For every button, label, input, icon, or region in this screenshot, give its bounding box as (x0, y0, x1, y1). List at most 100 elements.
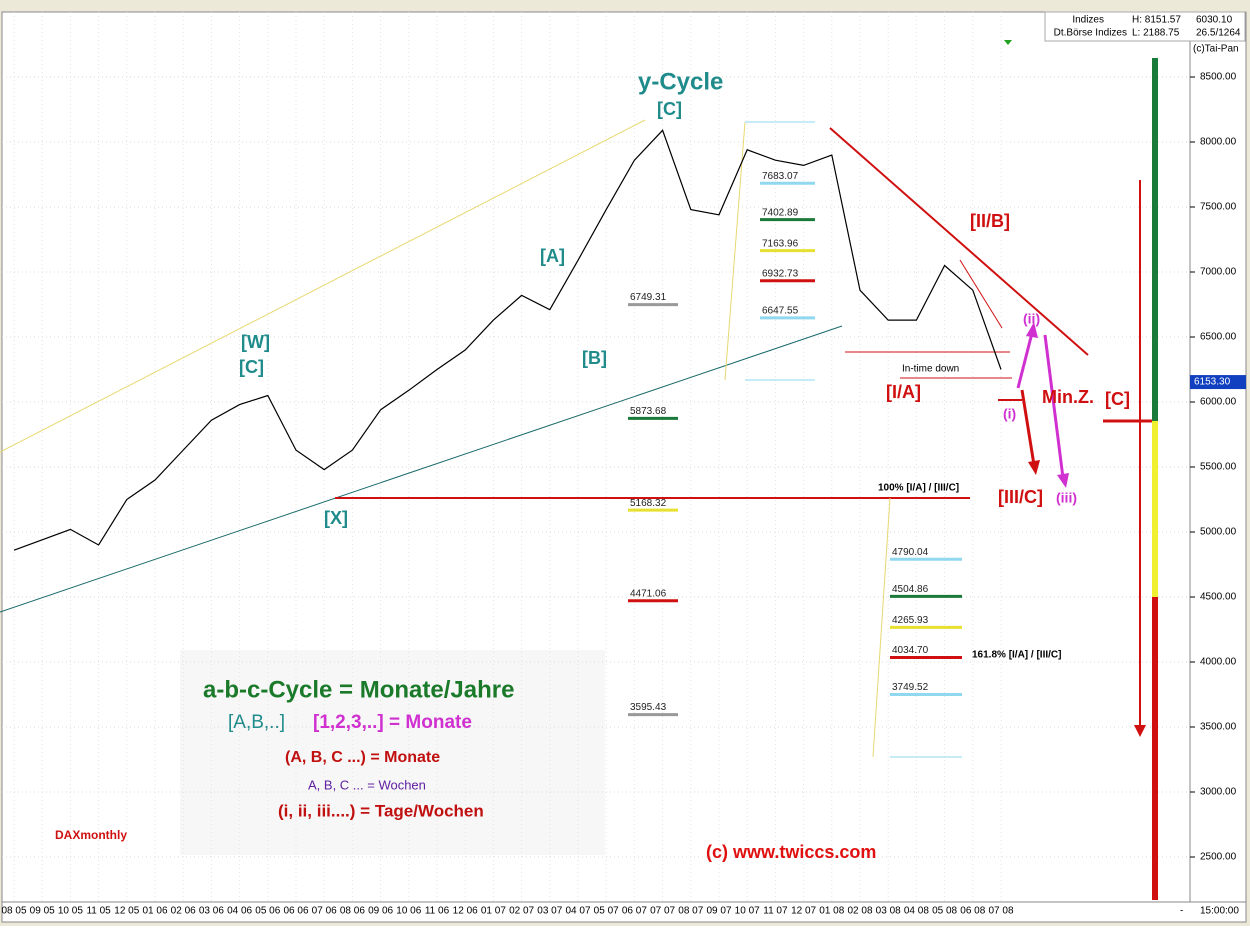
wave-label: [III/C] (998, 487, 1043, 507)
y-tick-label: 3000.00 (1200, 787, 1237, 798)
last-price-tag (1190, 375, 1246, 390)
trend-line (0, 325, 843, 613)
arrow-head (1134, 725, 1146, 737)
header-name: Indizes (1072, 15, 1104, 26)
y-tick-label: 6500.00 (1200, 332, 1237, 343)
x-tick-label: 08 05 (1, 906, 26, 917)
header-copyright: (c)Tai-Pan (1193, 44, 1239, 55)
y-tick-label: 8500.00 (1200, 72, 1237, 83)
fib-label: 6932.73 (762, 268, 799, 279)
legend-text: [1,2,3,..] = Monate (313, 712, 472, 733)
trend-line (872, 497, 891, 758)
legend-bg (180, 650, 605, 855)
x-tick-label: 04 07 (565, 906, 590, 917)
wave-label: [C] (1105, 389, 1130, 409)
header-low: L: 2188.75 (1132, 28, 1180, 39)
x-tick-label: 02 06 (171, 906, 196, 917)
annotations: y-Cycle [C] [A] [B] [W] [C] [X] [II/B] [… (55, 68, 1130, 861)
x-tick-label: 05 07 (594, 906, 619, 917)
fib-label: 5873.68 (630, 406, 667, 417)
x-axis-panel (1, 901, 1247, 923)
fib-label: 6749.31 (630, 292, 667, 303)
header-minus: - (1180, 906, 1183, 917)
y-tick-label: 5000.00 (1200, 527, 1237, 538)
x-tick-label: 06 07 (622, 906, 647, 917)
wave-label: [C] (657, 99, 682, 119)
x-tick-label: 06 06 (283, 906, 308, 917)
y-tick-label: 7000.00 (1200, 267, 1237, 278)
wave-label: [W] (241, 332, 270, 352)
fib-label: 5168.32 (630, 498, 667, 509)
y-tick-label: 8000.00 (1200, 137, 1237, 148)
wave-label: [X] (324, 508, 348, 528)
note: 161.8% [I/A] / [III/C] (972, 650, 1061, 661)
x-tick-label: 10 07 (735, 906, 760, 917)
legend-text: (i, ii, iii....) = Tage/Wochen (278, 801, 484, 820)
trend-line (0, 119, 646, 453)
fib-label: 4034.70 (892, 645, 929, 656)
wave-label: [II/B] (970, 211, 1010, 231)
fib-label: 4504.86 (892, 584, 929, 595)
x-tick-label: 04 06 (227, 906, 252, 917)
header: Indizes Dt.Börse Indizes H: 8151.57 L: 2… (1044, 11, 1246, 917)
x-tick-label: 03 08 (876, 906, 901, 917)
header-time: 15:00:00 (1200, 906, 1239, 917)
legend-text: (A, B, C ...) = Monate (285, 749, 440, 766)
x-tick-label: 01 07 (481, 906, 506, 917)
x-tick-label: 08 06 (340, 906, 365, 917)
header-info: 26.5/1264 (1196, 28, 1241, 39)
last-price-label: 6153.30 (1194, 377, 1231, 388)
trend-line (829, 127, 1089, 356)
x-tick-label: 09 07 (706, 906, 731, 917)
copyright: (c) www.twiccs.com (706, 842, 876, 862)
arrow (1020, 389, 1036, 466)
x-tick-label: 11 06 (425, 906, 450, 917)
x-tick-label: 01 08 (819, 906, 844, 917)
y-tick-label: 5500.00 (1200, 462, 1237, 473)
arrow-head (1026, 322, 1038, 338)
arrow-head (1057, 473, 1069, 488)
grid (2, 12, 1190, 902)
x-tick-label: 03 06 (199, 906, 224, 917)
trend-line (959, 259, 1003, 329)
x-tick-label: 07 07 (650, 906, 675, 917)
fib-label: 3595.43 (630, 702, 667, 713)
x-tick-label: 03 07 (537, 906, 562, 917)
header-box (1044, 11, 1246, 42)
arrow (1016, 332, 1034, 389)
wave-label: [C] (239, 357, 264, 377)
header-value: 6030.10 (1196, 15, 1233, 26)
legend-text: A, B, C ... = Wochen (308, 777, 426, 792)
legend-text: [A,B,..] (228, 712, 285, 733)
symbol-label: DAXmonthly (55, 828, 127, 842)
legend-text: a-b-c-Cycle = Monate/Jahre (203, 676, 514, 703)
x-tick-label: 12 07 (791, 906, 816, 917)
x-tick-label: 07 08 (988, 906, 1013, 917)
x-tick-label: 10 06 (396, 906, 421, 917)
price-line (13, 129, 1002, 551)
fib-label: 4790.04 (892, 547, 929, 558)
fib-label: 6647.55 (762, 305, 799, 316)
x-tick-label: 09 06 (368, 906, 393, 917)
x-tick-label: 09 05 (30, 906, 55, 917)
marker (1004, 40, 1012, 45)
x-tick-label: 11 05 (86, 906, 111, 917)
y-tick-label: 7500.00 (1200, 202, 1237, 213)
wave-label: (iii) (1056, 490, 1077, 506)
fib-label: 4265.93 (892, 615, 929, 626)
arrow (1043, 334, 1065, 479)
y-tick-label: 3500.00 (1200, 722, 1237, 733)
x-tick-label: 02 07 (509, 906, 534, 917)
fib-label: 7683.07 (762, 171, 799, 182)
x-tick-label: 12 05 (114, 906, 139, 917)
wave-label: (i) (1003, 406, 1016, 422)
y-tick-label: 4500.00 (1200, 592, 1237, 603)
x-tick-label: 12 06 (453, 906, 478, 917)
wave-label: (ii) (1023, 311, 1040, 327)
x-tick-label: 05 08 (932, 906, 957, 917)
wave-label: [A] (540, 246, 565, 266)
wave-label: [B] (582, 348, 607, 368)
note: In-time down (902, 364, 959, 375)
y-tick-label: 2500.00 (1200, 852, 1237, 863)
